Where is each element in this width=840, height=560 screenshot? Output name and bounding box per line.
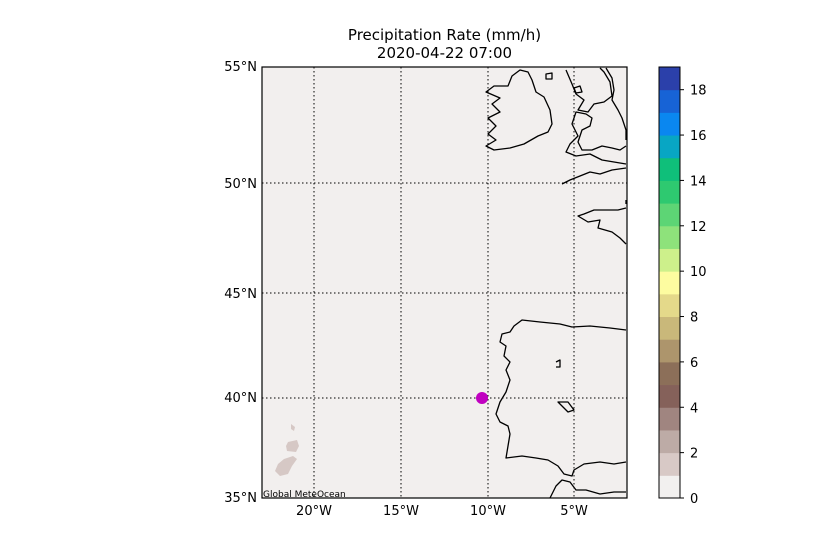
colorbar-tick-label: 8	[690, 311, 698, 326]
colorbar-segment	[659, 407, 680, 431]
coastlines	[485, 67, 627, 499]
lat-label-35: 35°N	[224, 491, 257, 506]
colorbar-tick-label: 10	[690, 265, 707, 280]
lat-label-50: 50°N	[224, 177, 257, 192]
colorbar-tick-label: 14	[690, 174, 707, 189]
colorbar-ticks: 0 2 4 6 8 10 12 14 16 18	[680, 84, 707, 507]
colorbar-tick-label: 0	[690, 492, 698, 507]
brittany-coast	[577, 200, 627, 245]
colorbar	[659, 67, 680, 499]
map-frame	[261, 66, 628, 499]
lon-label-15w: 15°W	[383, 504, 419, 519]
colorbar-segment	[659, 339, 680, 363]
colorbar-tick-label: 12	[690, 220, 707, 235]
colorbar-segment	[659, 475, 680, 499]
title-line-1: Precipitation Rate (mm/h)	[347, 26, 542, 44]
lon-label-5w: 5°W	[560, 504, 588, 519]
colorbar-segment	[659, 89, 680, 113]
lat-label-40: 40°N	[224, 391, 257, 406]
colorbar-frame	[658, 66, 681, 499]
colorbar-segment	[659, 293, 680, 318]
map-gridlines	[262, 67, 627, 498]
longitude-labels: 20°W 15°W 10°W 5°W	[296, 504, 588, 519]
colorbar-tick-label: 16	[690, 129, 707, 144]
colorbar-segment	[659, 67, 680, 91]
north-africa-coast	[549, 479, 626, 499]
lon-label-10w: 10°W	[470, 504, 506, 519]
azores-islands	[275, 424, 299, 476]
colorbar-segment	[659, 180, 680, 204]
colorbar-segment	[659, 316, 680, 340]
colorbar-segment	[659, 135, 680, 159]
colorbar-segment	[659, 452, 680, 476]
map-background	[262, 67, 627, 498]
latitude-labels: 55°N 50°N 45°N 40°N 35°N	[224, 60, 257, 506]
colorbar-tick-label: 6	[690, 356, 698, 371]
colorbar-tick-label: 18	[690, 84, 707, 99]
colorbar-tick-label: 2	[690, 447, 698, 462]
lon-label-20w: 20°W	[296, 504, 332, 519]
colorbar-segment	[659, 248, 680, 272]
colorbar-segment	[659, 225, 680, 249]
colorbar-segment	[659, 361, 680, 386]
iberia-coast	[495, 319, 627, 477]
ireland-coast	[485, 69, 553, 151]
lat-label-55: 55°N	[224, 60, 257, 75]
colorbar-segment	[659, 203, 680, 227]
colorbar-segment	[659, 112, 680, 136]
location-marker[interactable]	[476, 392, 488, 404]
colorbar-segment	[659, 429, 680, 454]
colorbar-segment	[659, 271, 680, 295]
title-line-2: 2020-04-22 07:00	[376, 44, 513, 62]
lat-label-45: 45°N	[224, 287, 257, 302]
colorbar-tick-label: 4	[690, 401, 698, 416]
watermark: Global MeteOcean	[263, 490, 346, 500]
chart-title: Precipitation Rate (mm/h) 2020-04-22 07:…	[262, 26, 627, 62]
colorbar-segment	[659, 157, 680, 181]
colorbar-segment	[659, 384, 680, 408]
